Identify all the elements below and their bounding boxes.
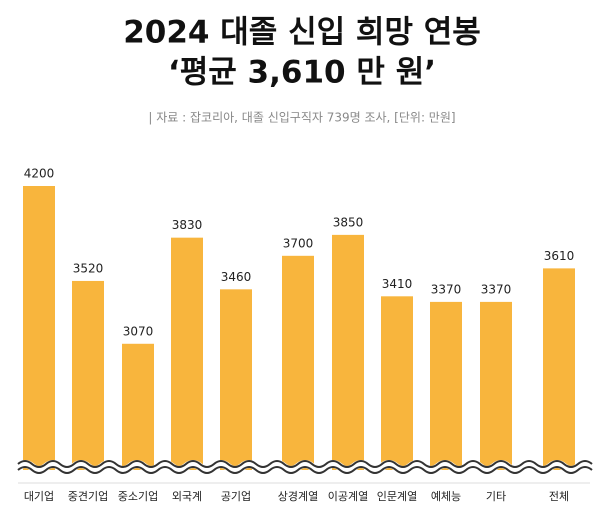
bar	[23, 186, 55, 470]
x-tick-label: 인문계열	[377, 490, 417, 503]
x-tick-label: 공기업	[221, 490, 251, 503]
x-tick-label: 이공계열	[328, 490, 368, 503]
bar	[171, 237, 203, 470]
value-label: 3370	[481, 282, 512, 296]
bars	[23, 186, 575, 470]
value-label: 3610	[544, 249, 575, 263]
bar	[480, 301, 512, 470]
chart-subtitle: ‘평균 3,610 만 원’	[168, 55, 436, 91]
axis-break	[17, 466, 593, 474]
axis-break	[17, 460, 593, 468]
bar	[543, 268, 575, 470]
value-label: 3410	[382, 277, 413, 291]
axis-break-mask	[15, 460, 595, 474]
x-tick-label: 기타	[486, 490, 506, 503]
bar	[282, 255, 314, 470]
bar	[430, 301, 462, 470]
bar	[72, 280, 104, 470]
x-tick-label: 대기업	[24, 490, 54, 503]
x-tick-label: 전체	[549, 490, 569, 503]
value-label: 3520	[73, 261, 104, 275]
chart-title: 2024 대졸 신입 희망 연봉	[123, 15, 481, 51]
value-label: 3070	[123, 324, 154, 338]
value-label: 3700	[283, 236, 314, 250]
value-label: 3850	[333, 215, 364, 229]
value-label: 3460	[221, 270, 252, 284]
x-tick-label: 중소기업	[118, 490, 158, 503]
bar	[220, 289, 252, 470]
value-label: 4200	[24, 167, 55, 181]
x-tick-label: 외국계	[172, 490, 202, 503]
bar	[381, 296, 413, 470]
bar	[332, 234, 364, 470]
x-tick-label: 중견기업	[68, 490, 108, 503]
value-label: 3830	[172, 218, 203, 232]
x-tick-label: 예체능	[431, 490, 461, 503]
bar	[122, 343, 154, 470]
value-label: 3370	[431, 282, 462, 296]
x-tick-label: 상경계열	[278, 490, 318, 503]
source-note: | 자료 : 잡코리아, 대졸 신입구직자 739명 조사, [단위: 만원]	[148, 111, 455, 125]
